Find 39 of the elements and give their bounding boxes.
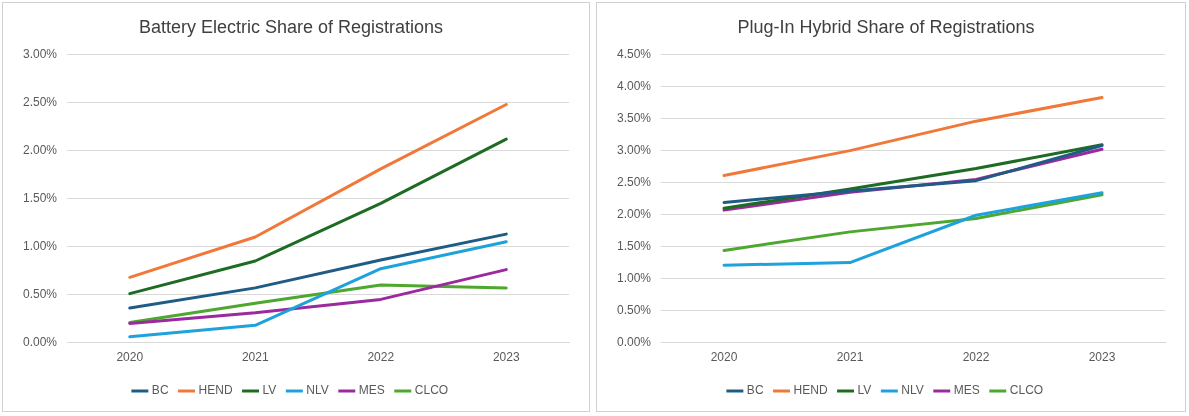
legend-label: HEND xyxy=(793,383,828,398)
y-tick-label: 2.00% xyxy=(616,206,652,221)
legend-label: CLCO xyxy=(1009,383,1044,398)
y-tick-label: 1.00% xyxy=(22,238,58,253)
x-tick-label: 2021 xyxy=(836,350,864,365)
legend-label: BC xyxy=(746,383,764,398)
y-tick-label: 3.00% xyxy=(22,46,58,61)
y-tick-label: 2.00% xyxy=(22,142,58,157)
y-tick-label: 2.50% xyxy=(22,94,58,109)
x-tick-label: 2020 xyxy=(710,350,738,365)
x-tick-label: 2023 xyxy=(492,350,520,365)
chart-title: Battery Electric Share of Registrations xyxy=(138,16,444,37)
x-tick-label: 2022 xyxy=(962,350,990,365)
y-tick-label: 1.50% xyxy=(616,238,652,253)
legend-label: NLV xyxy=(901,383,924,398)
x-tick-label: 2020 xyxy=(116,350,144,365)
y-tick-label: 1.50% xyxy=(22,190,58,205)
y-tick-label: 0.00% xyxy=(616,334,652,349)
y-tick-label: 0.50% xyxy=(22,286,58,301)
legend-label: LV xyxy=(262,383,277,398)
legend-label: MES xyxy=(953,383,980,398)
legend-label: MES xyxy=(358,383,385,398)
x-tick-label: 2021 xyxy=(241,350,269,365)
y-tick-label: 3.00% xyxy=(616,142,652,157)
legend-label: NLV xyxy=(306,383,329,398)
y-tick-label: 0.00% xyxy=(22,334,58,349)
x-tick-label: 2022 xyxy=(367,350,395,365)
legend-label: BC xyxy=(151,383,169,398)
legend-label: CLCO xyxy=(414,383,449,398)
legend-label: LV xyxy=(857,383,872,398)
y-tick-label: 0.50% xyxy=(616,302,652,317)
y-tick-label: 4.00% xyxy=(616,78,652,93)
y-tick-label: 1.00% xyxy=(616,270,652,285)
legend-label: HEND xyxy=(198,383,233,398)
y-tick-label: 3.50% xyxy=(616,110,652,125)
chart-title: Plug-In Hybrid Share of Registrations xyxy=(737,16,1035,37)
x-tick-label: 2023 xyxy=(1088,350,1116,365)
y-tick-label: 2.50% xyxy=(616,174,652,189)
y-tick-label: 4.50% xyxy=(616,46,652,61)
